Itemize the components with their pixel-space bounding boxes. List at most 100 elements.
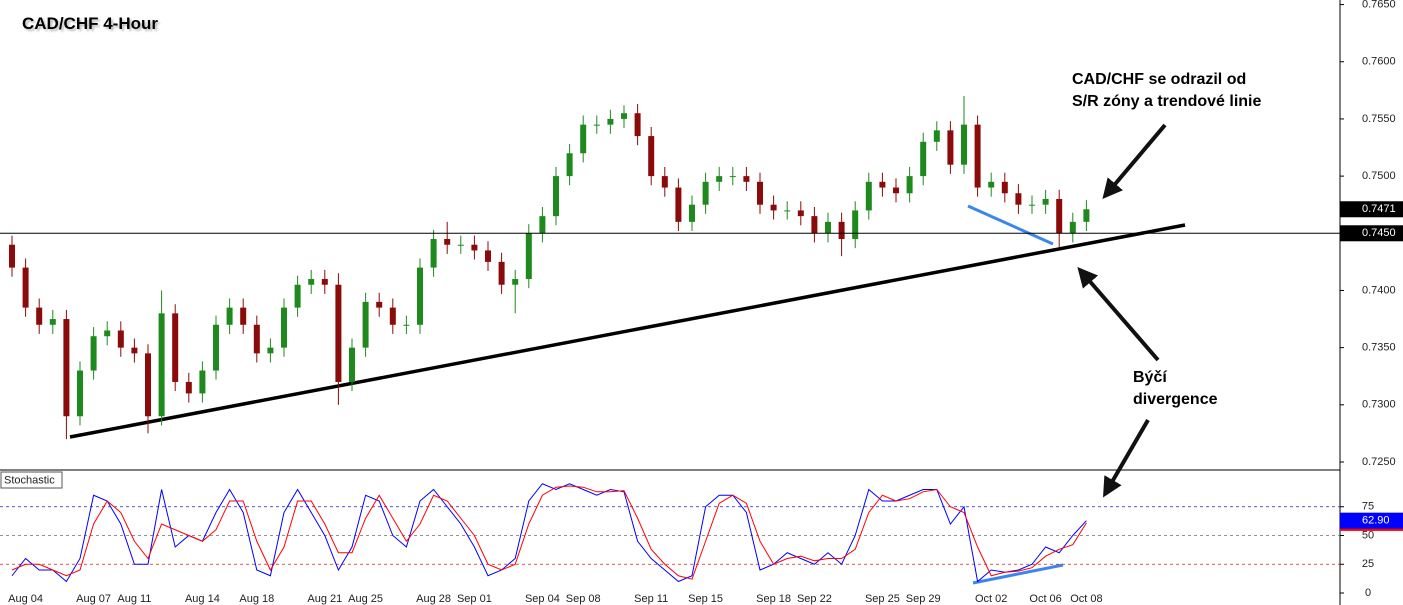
candle-body xyxy=(308,279,315,285)
annotation: S/R zóny a trendové linie xyxy=(1072,93,1261,110)
candle-body xyxy=(199,370,206,394)
candle-body xyxy=(240,307,247,325)
candle-body xyxy=(906,176,913,194)
chart-title: CAD/CHF 4-Hour xyxy=(22,14,158,33)
candle-body xyxy=(335,284,342,382)
candle-body xyxy=(131,347,138,354)
candle-body xyxy=(607,118,614,125)
candle-body xyxy=(172,313,179,382)
candle-body xyxy=(1015,193,1022,205)
candle-body xyxy=(920,141,927,177)
candle-body xyxy=(36,307,43,325)
candle-body xyxy=(811,216,818,234)
candle-body xyxy=(539,216,546,234)
candle-body xyxy=(675,187,682,222)
candle-body xyxy=(852,210,859,240)
y-tick-label: 0.7600 xyxy=(1362,56,1396,68)
candle-body xyxy=(770,204,777,211)
candle-body xyxy=(457,244,464,246)
indicator-label-box xyxy=(0,471,63,489)
x-tick-label: Sep 25 xyxy=(865,593,900,605)
candle-body xyxy=(145,353,151,417)
annotation: CAD/CHF se odrazil od xyxy=(1072,71,1246,88)
candle-body xyxy=(185,381,192,394)
candle-body xyxy=(512,279,519,285)
x-tick-label: Oct 08 xyxy=(1070,593,1102,605)
candle-body xyxy=(661,176,668,188)
candle-body xyxy=(974,124,981,188)
candle-body xyxy=(580,124,587,154)
candle-body xyxy=(879,181,886,188)
candle-body xyxy=(648,136,655,177)
candle-body xyxy=(253,324,260,354)
candle-body xyxy=(389,307,396,325)
candle-body xyxy=(485,250,491,262)
candle-body xyxy=(362,301,369,348)
candle-body xyxy=(376,301,383,308)
divergence-line xyxy=(967,204,1054,246)
candle-body xyxy=(498,261,505,285)
candle-body xyxy=(281,307,287,348)
candle-body xyxy=(729,176,736,178)
candle-body xyxy=(321,279,328,285)
candle-body xyxy=(1083,209,1090,222)
x-tick-label: Sep 22 xyxy=(797,593,832,605)
x-tick-label: Aug 25 xyxy=(348,593,383,605)
arrow xyxy=(1102,418,1150,498)
candle-body xyxy=(9,244,15,268)
value-label: 62.90 xyxy=(1362,515,1390,527)
candle-body xyxy=(621,113,627,119)
x-tick-label: Aug 28 xyxy=(416,593,451,605)
candle-body xyxy=(743,176,750,182)
candle-body xyxy=(1056,198,1063,234)
candle-body xyxy=(593,124,600,126)
candle-body xyxy=(226,307,233,325)
candle-body xyxy=(634,113,641,137)
divergence-line xyxy=(972,563,1064,585)
y-tick-label: 50 xyxy=(1362,529,1374,541)
price-label: 0.7471 xyxy=(1362,203,1396,215)
candle-body xyxy=(825,221,831,234)
trend-line xyxy=(69,223,1186,439)
candle-body xyxy=(49,319,56,325)
candle-body xyxy=(430,239,437,268)
candle-body xyxy=(553,176,559,217)
annotation: divergence xyxy=(1133,391,1218,408)
x-tick-label: Aug 11 xyxy=(117,593,151,605)
x-tick-label: Sep 29 xyxy=(906,593,941,605)
y-tick-label: 75 xyxy=(1362,501,1374,513)
y-tick-label: 0.7300 xyxy=(1362,399,1396,411)
arrow xyxy=(1077,266,1160,362)
candle-body xyxy=(566,153,573,177)
stoch-line xyxy=(11,485,1087,580)
y-tick-label: 0.7550 xyxy=(1362,113,1396,125)
candle-body xyxy=(213,324,219,371)
candle-body xyxy=(117,330,124,348)
candle-body xyxy=(158,313,165,417)
candle-body xyxy=(22,267,29,308)
indicator-label: Stochastic xyxy=(4,474,55,486)
candle-body xyxy=(933,130,940,142)
value-box xyxy=(1340,512,1403,529)
x-tick-label: Sep 08 xyxy=(566,593,601,605)
candle-body xyxy=(893,187,899,194)
candle-body xyxy=(689,204,695,222)
candle-body xyxy=(947,130,954,165)
candle-body xyxy=(1069,221,1076,234)
stoch-line xyxy=(11,483,1087,583)
candle-body xyxy=(471,244,478,251)
candle-body xyxy=(1001,181,1008,194)
x-tick-label: Sep 01 xyxy=(457,593,492,605)
x-tick-label: Sep 18 xyxy=(756,593,791,605)
candle-body xyxy=(797,210,804,217)
candle-body xyxy=(104,330,111,337)
candle-body xyxy=(294,284,301,308)
candle-body xyxy=(784,210,791,212)
arrow xyxy=(1102,123,1167,200)
y-tick-label: 0.7500 xyxy=(1362,170,1396,182)
x-tick-label: Aug 18 xyxy=(239,593,274,605)
y-tick-label: 25 xyxy=(1362,558,1374,570)
x-tick-label: Aug 04 xyxy=(8,593,43,605)
